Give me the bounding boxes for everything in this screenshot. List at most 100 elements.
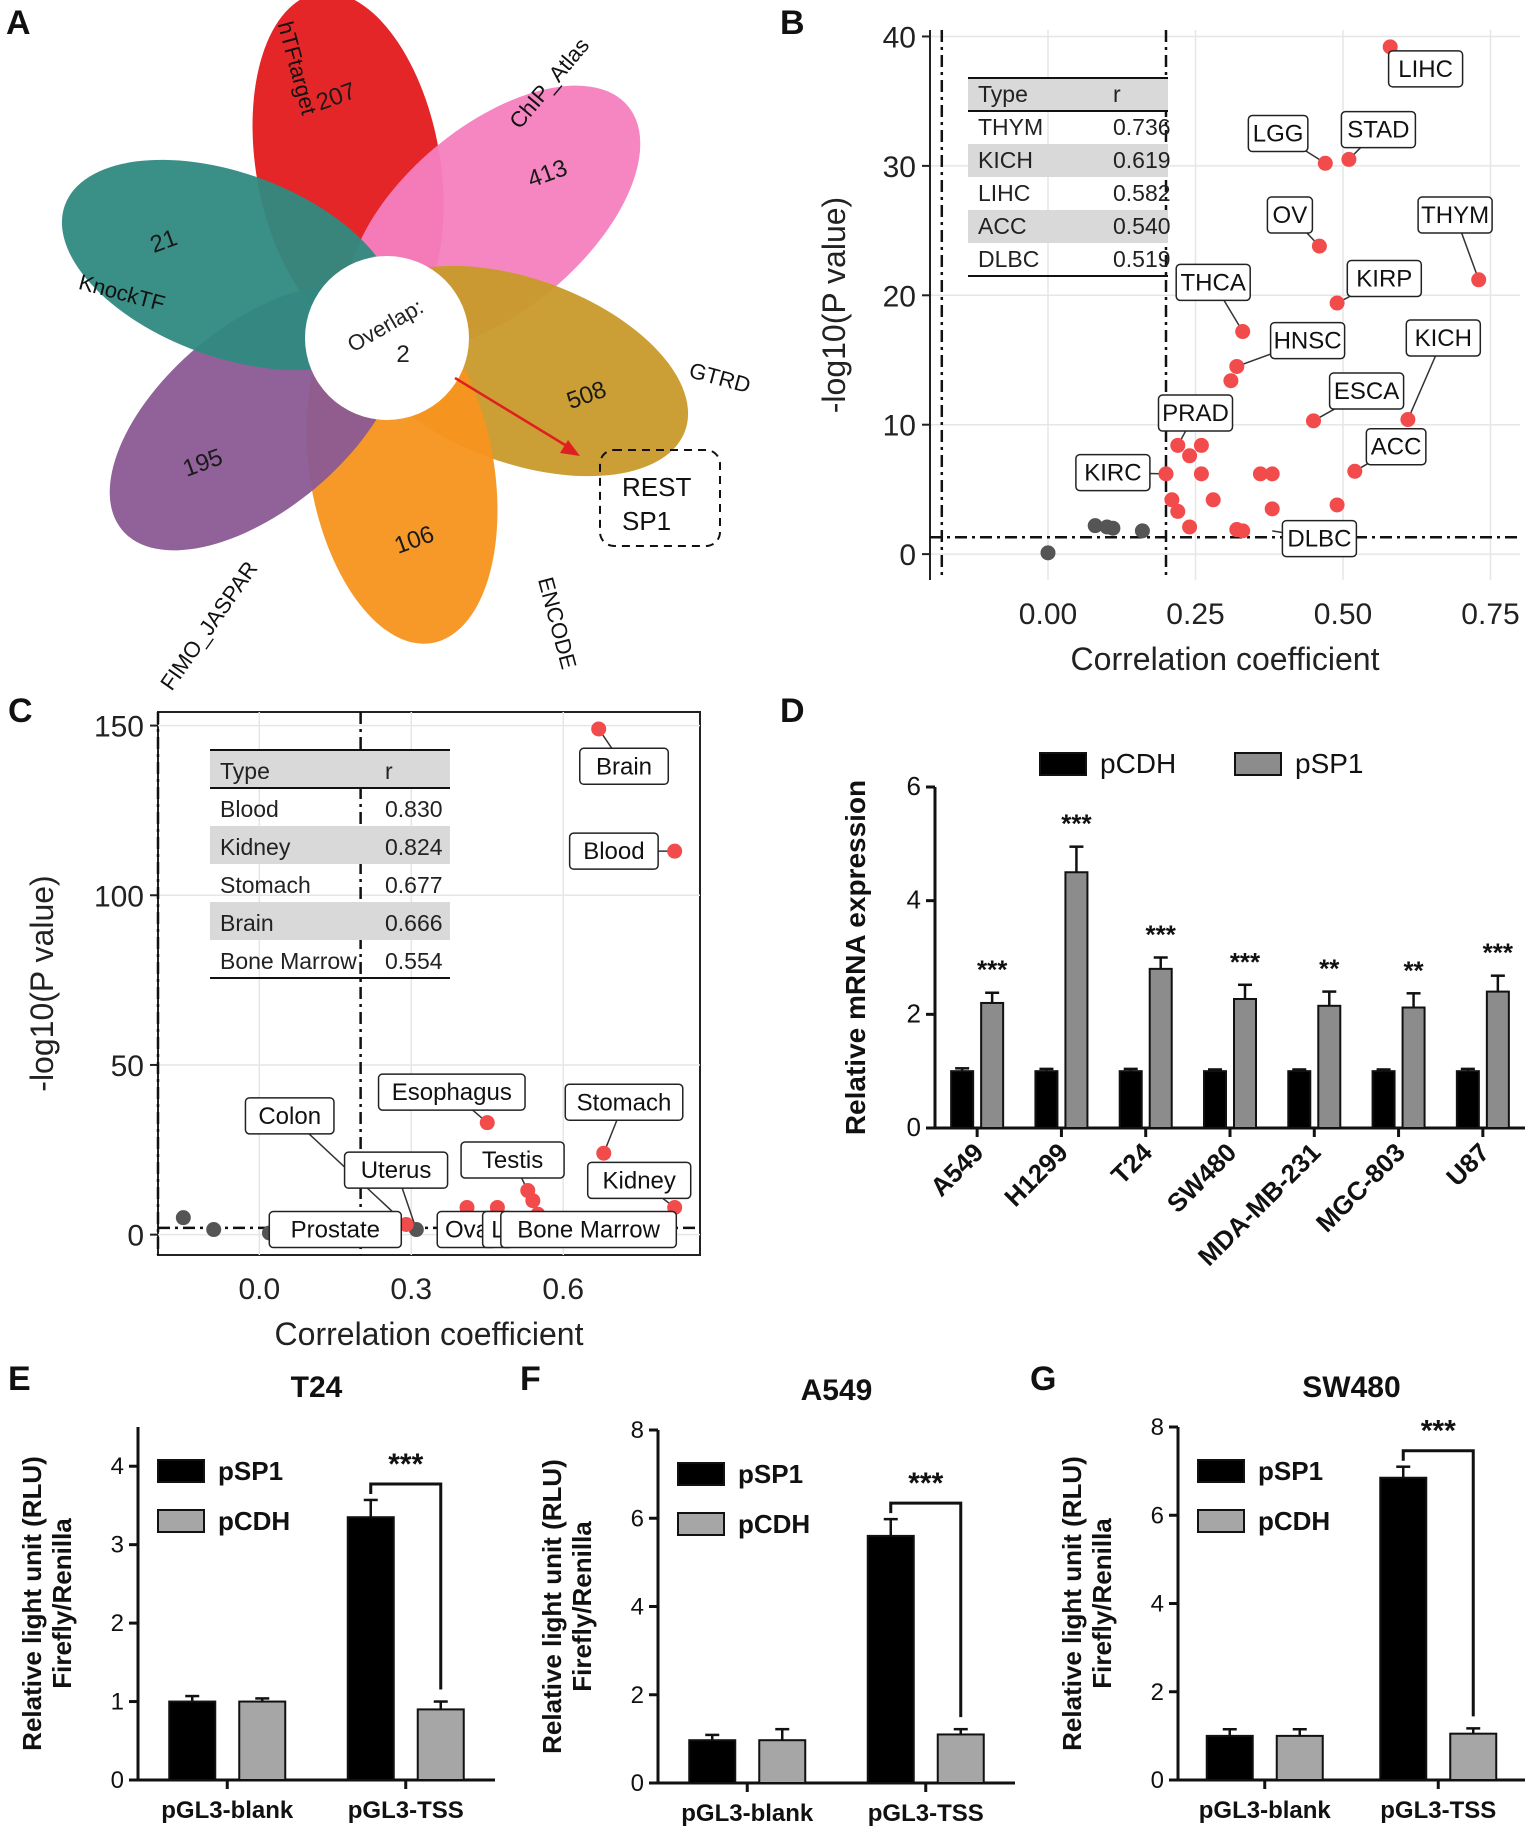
legend-label-pcdh: pCDH — [218, 1506, 290, 1536]
table-cell-type: Kidney — [220, 834, 291, 860]
x-tick-label: pGL3-TSS — [868, 1800, 984, 1827]
bar-psp1 — [980, 1001, 1005, 1130]
y-tick-label: 8 — [631, 1417, 644, 1444]
scatter-point-red — [1306, 413, 1321, 429]
scatter-point-grey — [1134, 523, 1150, 539]
point-label-text: Testis — [482, 1147, 543, 1174]
y-axis-title: Relative mRNA expression — [840, 780, 871, 1135]
y-tick-label: 8 — [1151, 1414, 1164, 1441]
petal-label-gtrd: GTRD — [687, 358, 754, 398]
scatter-point-red — [1329, 497, 1345, 513]
scatter-point-red — [1347, 463, 1363, 479]
result-line-rest: REST — [622, 472, 691, 502]
table-header-bg — [968, 78, 1168, 111]
point-label-kirc: KIRC — [1075, 453, 1151, 492]
x-tick-label: T24 — [1105, 1137, 1158, 1190]
panel-d-bar-chart: 0246A549***H1299***T24***SW480***MDA-MB-… — [840, 748, 1525, 1272]
y-tick-label: 30 — [883, 151, 916, 184]
table-cell-type: Stomach — [220, 872, 311, 898]
x-tick-label: A549 — [924, 1137, 989, 1202]
legend-swatch-pcdh — [157, 1509, 205, 1533]
y-tick-label: 20 — [883, 280, 916, 313]
x-tick-label: 0.3 — [390, 1273, 432, 1306]
table-cell-type: THYM — [978, 114, 1043, 140]
bar-pcdh — [1118, 1070, 1143, 1129]
petal-label-encode: ENCODE — [533, 574, 582, 671]
bar-pcdh — [950, 1070, 975, 1129]
y-axis-title-line: Firefly/Renilla — [1087, 1518, 1117, 1689]
x-tick-label: pGL3-TSS — [1380, 1797, 1496, 1824]
significance-marker: *** — [1061, 809, 1092, 839]
x-tick-label: 0.0 — [238, 1273, 280, 1306]
table-row-bg — [968, 210, 1168, 243]
significance-marker: *** — [1483, 938, 1514, 968]
table-cell-type: Blood — [220, 796, 279, 822]
point-label-text: HNSC — [1274, 328, 1342, 355]
point-label-box — [1346, 259, 1423, 298]
scatter-point-red — [1252, 466, 1268, 482]
bar-psp1 — [1401, 1006, 1426, 1129]
bar-psp1 — [346, 1516, 395, 1781]
bar-psp1 — [1379, 1476, 1428, 1782]
scatter-point-grey — [1087, 518, 1103, 534]
x-tick-label: H1299 — [998, 1137, 1073, 1212]
scatter-point-red — [1223, 373, 1239, 389]
table-cell-r: 0.824 — [385, 834, 443, 860]
y-axis-title: -log10(P value) — [24, 875, 60, 1091]
bar-pcdh — [936, 1733, 985, 1785]
panel-label-a: A — [6, 4, 31, 42]
overlap-circle — [305, 256, 469, 420]
y-tick-label: 4 — [111, 1453, 124, 1480]
x-tick-label: U87 — [1440, 1137, 1495, 1192]
point-label-text: DLBC — [1287, 526, 1351, 553]
panel-b-scatter: 0.00 0.25 0.50 0.75 0 10 20 30 40 Correlation coe… — [816, 21, 1520, 677]
plot-area — [930, 30, 1520, 580]
point-label-box — [1075, 453, 1151, 492]
bar-pcdh — [416, 1708, 465, 1782]
point-label-kich: KICH — [1405, 319, 1482, 357]
point-label-text: THYM — [1421, 202, 1489, 229]
chart-title: SW480 — [1302, 1371, 1400, 1404]
chart-title: A549 — [801, 1374, 873, 1407]
point-label-text: Blood — [583, 838, 644, 865]
point-label-box — [586, 1161, 692, 1200]
significance-marker: *** — [1230, 947, 1261, 977]
x-tick-label: SW480 — [1161, 1137, 1243, 1219]
point-label-text: Brain — [596, 753, 652, 780]
point-label-text: KIRC — [1084, 460, 1141, 487]
point-label-box — [1405, 319, 1482, 357]
legend-swatch-psp1 — [1234, 752, 1282, 776]
point-label-colon: Colon — [244, 1097, 335, 1135]
y-tick-label: 1 — [111, 1689, 124, 1716]
y-axis-title-line: Relative light unit (RLU) — [537, 1459, 567, 1754]
legend-label-psp1: pSP1 — [738, 1459, 803, 1489]
panel-label-f: F — [520, 1360, 541, 1398]
y-tick-label: 2 — [907, 998, 921, 1028]
panel-label-g: G — [1030, 1360, 1056, 1398]
point-label-bone-marrow: Bone Marrow — [500, 1210, 678, 1249]
chart-title: T24 — [291, 1371, 343, 1404]
x-axis-title: Correlation coefficient — [1071, 641, 1380, 677]
point-label-text: Bone Marrow — [517, 1217, 660, 1244]
point-label-box — [1269, 321, 1346, 360]
scatter-point-red — [1182, 448, 1198, 464]
point-label-text: Prostate — [291, 1217, 380, 1244]
scatter-point-grey — [1040, 545, 1056, 561]
scatter-point-red — [1311, 238, 1327, 254]
point-label-box — [1365, 427, 1427, 466]
scatter-point-red — [1329, 295, 1345, 311]
bar-pcdh — [758, 1739, 807, 1784]
petal-label-fimo-jaspar: FIMO_JASPAR — [155, 557, 262, 695]
point-label-box — [1266, 196, 1314, 234]
y-tick-label: 0 — [111, 1767, 124, 1794]
table-row-bg — [210, 826, 450, 864]
bar-pcdh — [1203, 1070, 1227, 1129]
significance-marker: *** — [388, 1448, 423, 1481]
bar-psp1 — [1064, 871, 1089, 1129]
legend-label-pcdh: pCDH — [1258, 1506, 1330, 1536]
table-cell-r: 0.582 — [1113, 180, 1171, 206]
table-cell-type: KICH — [978, 147, 1033, 173]
result-line-sp1: SP1 — [622, 506, 671, 536]
x-tick-label: pGL3-blank — [681, 1800, 814, 1827]
correlation-table: Type r THYM 0.736 KICH 0.619 LIHC 0.582 ACC 0.540… — [968, 77, 1171, 277]
